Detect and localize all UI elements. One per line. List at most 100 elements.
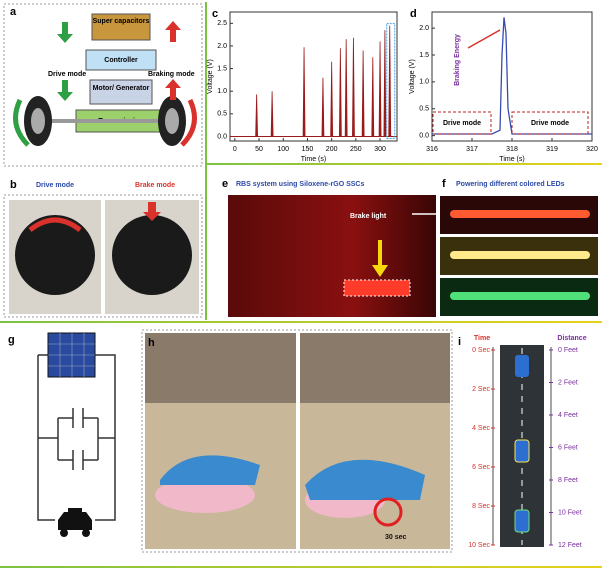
x-tick-label: 150: [302, 146, 314, 153]
x-tick-label: 200: [326, 146, 338, 153]
time-label: 0 Sec: [472, 347, 490, 354]
y-tick-label: 2.5: [217, 20, 227, 27]
distance-label: 4 Feet: [558, 412, 578, 419]
separator: [0, 566, 602, 568]
time-label: 10 Sec: [468, 542, 490, 549]
y-tick-label: 1.0: [217, 88, 227, 95]
y-tick-label: 1.0: [419, 79, 429, 86]
annotation-box: [511, 111, 589, 135]
car: [514, 439, 530, 463]
annotation: Drive mode: [531, 120, 569, 127]
box-label: Controller: [104, 57, 138, 64]
time-label: 4 Sec: [472, 425, 490, 432]
x-tick-label: 100: [277, 146, 289, 153]
panel-label: c: [212, 8, 218, 20]
x-tick-label: 317: [466, 146, 478, 153]
spike: [330, 61, 334, 137]
spike: [371, 57, 375, 137]
car-icon: [58, 508, 92, 530]
y-tick-label: 0.5: [419, 106, 429, 113]
y-tick-label: 1.5: [217, 65, 227, 72]
photo-detail: [28, 217, 82, 233]
column-title: Distance: [557, 335, 586, 342]
box: [91, 13, 151, 41]
spike: [302, 47, 306, 137]
distance-label: 12 Feet: [558, 542, 582, 549]
photo-title: Drive mode: [36, 182, 74, 189]
panel-label: i: [458, 336, 461, 348]
x-tick-label: 320: [586, 146, 598, 153]
spike: [361, 50, 365, 137]
led: [343, 279, 411, 297]
distance-label: 10 Feet: [558, 509, 582, 516]
led-strip: [450, 210, 590, 218]
arrow: [143, 202, 161, 221]
photo-detail: [112, 215, 192, 295]
annotation-arrow: [467, 29, 501, 49]
box-label: Super capacitors: [93, 18, 150, 25]
photo-detail: [15, 215, 95, 295]
x-tick-label: 250: [350, 146, 362, 153]
y-axis-label: Voltage (V): [207, 59, 214, 94]
y-tick-label: 0.0: [217, 133, 227, 140]
arrow: [57, 22, 73, 101]
axle: [45, 119, 185, 123]
x-tick-label: 0: [233, 146, 237, 153]
spike: [383, 30, 387, 137]
rotation-arrow: [180, 98, 197, 147]
time-label: 8 Sec: [472, 503, 490, 510]
toy-car: [305, 459, 425, 500]
solar-grid: [48, 333, 95, 377]
spike: [255, 94, 259, 137]
panel-label: b: [10, 179, 17, 191]
panel-label: f: [442, 178, 446, 190]
box-label: Motor/ Generator: [93, 85, 150, 92]
separator: [205, 2, 207, 320]
panel-label: a: [10, 6, 17, 18]
x-tick-label: 318: [506, 146, 518, 153]
annotation: Braking Energy: [454, 34, 461, 86]
led-strip: [450, 292, 590, 300]
car-icon: [82, 529, 90, 537]
box: [85, 49, 157, 71]
highlight-box: [386, 23, 396, 139]
photo: [228, 195, 436, 317]
car: [514, 509, 530, 533]
arrow: [165, 21, 181, 100]
spike: [344, 39, 348, 137]
y-tick-label: 0.5: [217, 111, 227, 118]
panel-label: e: [222, 178, 228, 190]
x-tick-label: 319: [546, 146, 558, 153]
spike: [378, 41, 382, 137]
time-label: 6 Sec: [472, 464, 490, 471]
circuit: [37, 354, 116, 521]
panel-label: d: [410, 8, 417, 20]
spike: [352, 37, 355, 137]
x-axis-label: Time (s): [301, 156, 326, 163]
y-tick-label: 0.0: [419, 132, 429, 139]
plot-frame: [229, 11, 398, 142]
spike: [321, 77, 325, 137]
box: [89, 79, 153, 105]
x-axis-label: Time (s): [499, 156, 524, 163]
y-tick-label: 2.0: [217, 43, 227, 50]
toy-car: [160, 455, 260, 485]
x-tick-label: 50: [255, 146, 263, 153]
panel-title: Powering different colored LEDs: [456, 181, 565, 188]
spike: [338, 48, 342, 137]
x-tick-label: 316: [426, 146, 438, 153]
y-axis-label: Voltage (V): [409, 59, 416, 94]
mode-label: Drive mode: [48, 71, 86, 78]
car: [515, 355, 529, 377]
wheel: [165, 108, 179, 134]
rotation-arrow: [373, 497, 403, 527]
separator: [0, 321, 602, 323]
callout: Brake light: [350, 213, 387, 220]
arrow: [372, 240, 388, 277]
distance-label: 6 Feet: [558, 444, 578, 451]
panel-label: h: [148, 337, 155, 349]
photo-detail: [145, 333, 296, 403]
panel-title: RBS system using Siloxene-rGO SSCs: [236, 181, 364, 188]
separator: [207, 163, 602, 165]
